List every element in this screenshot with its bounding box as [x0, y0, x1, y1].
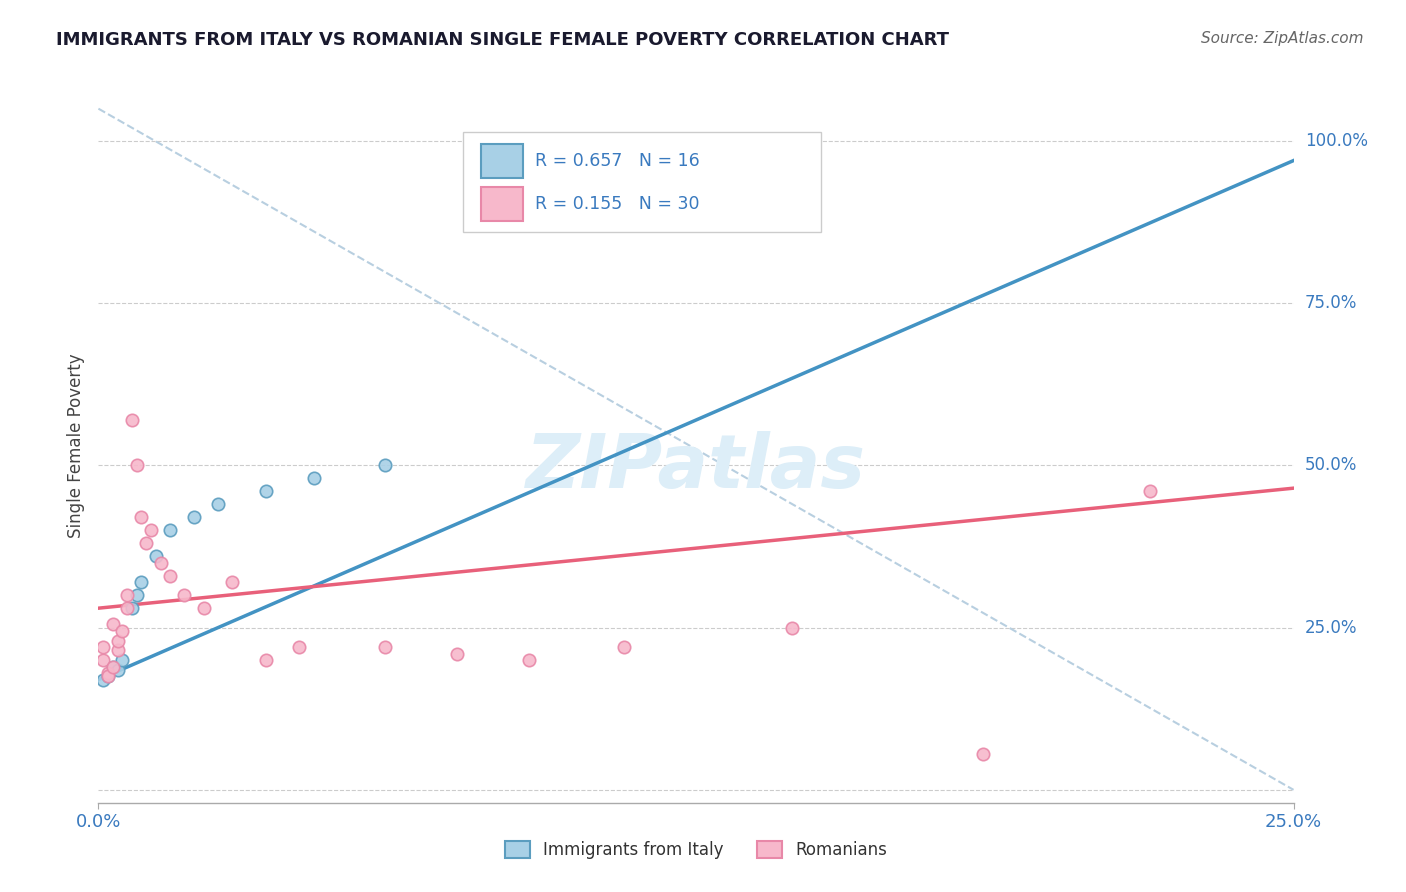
Point [111, 624, 134, 638]
Legend: Immigrants from Italy, Romanians: Immigrants from Italy, Romanians [498, 834, 894, 866]
Point [517, 653, 540, 667]
Point [115, 601, 138, 615]
Text: 25.0%: 25.0% [1305, 619, 1357, 637]
Point [288, 640, 311, 654]
Point [183, 510, 205, 524]
Point [173, 588, 195, 602]
Point [159, 568, 181, 582]
Y-axis label: Single Female Poverty: Single Female Poverty [66, 354, 84, 538]
Point [97, 669, 120, 683]
Point [374, 458, 396, 473]
Text: ZIPatlas: ZIPatlas [526, 431, 866, 504]
Point [91, 640, 114, 654]
Point [111, 653, 134, 667]
Point [972, 747, 994, 761]
Point [139, 524, 162, 538]
Point [101, 659, 124, 673]
Point [125, 588, 148, 602]
Point [121, 601, 143, 615]
Point [446, 647, 468, 661]
Point [101, 617, 124, 632]
Point [254, 653, 277, 667]
Point [125, 458, 148, 473]
Point [193, 601, 215, 615]
Point [131, 575, 153, 590]
Point [97, 669, 120, 683]
Text: R = 0.155   N = 30: R = 0.155 N = 30 [534, 195, 699, 213]
Point [1139, 484, 1161, 499]
Point [131, 510, 153, 524]
Text: 100.0%: 100.0% [1305, 132, 1368, 150]
Point [115, 588, 138, 602]
Point [121, 413, 143, 427]
Point [107, 643, 129, 657]
Point [135, 536, 157, 550]
Point [145, 549, 167, 564]
Point [91, 673, 114, 687]
Text: Source: ZipAtlas.com: Source: ZipAtlas.com [1201, 31, 1364, 46]
Point [207, 497, 229, 511]
Point [780, 621, 803, 635]
Point [97, 666, 120, 681]
FancyBboxPatch shape [481, 145, 523, 178]
FancyBboxPatch shape [463, 132, 821, 232]
Point [221, 575, 243, 590]
Text: R = 0.657   N = 16: R = 0.657 N = 16 [534, 153, 699, 170]
Point [254, 484, 277, 499]
Point [374, 640, 396, 654]
Text: 50.0%: 50.0% [1305, 457, 1357, 475]
Point [159, 524, 181, 538]
Point [302, 471, 325, 485]
Point [107, 663, 129, 677]
Text: 75.0%: 75.0% [1305, 294, 1357, 312]
Point [101, 659, 124, 673]
Point [91, 653, 114, 667]
Point [107, 633, 129, 648]
Text: IMMIGRANTS FROM ITALY VS ROMANIAN SINGLE FEMALE POVERTY CORRELATION CHART: IMMIGRANTS FROM ITALY VS ROMANIAN SINGLE… [56, 31, 949, 49]
Point [479, 134, 502, 148]
FancyBboxPatch shape [481, 187, 523, 221]
Point [613, 640, 636, 654]
Point [149, 556, 172, 570]
